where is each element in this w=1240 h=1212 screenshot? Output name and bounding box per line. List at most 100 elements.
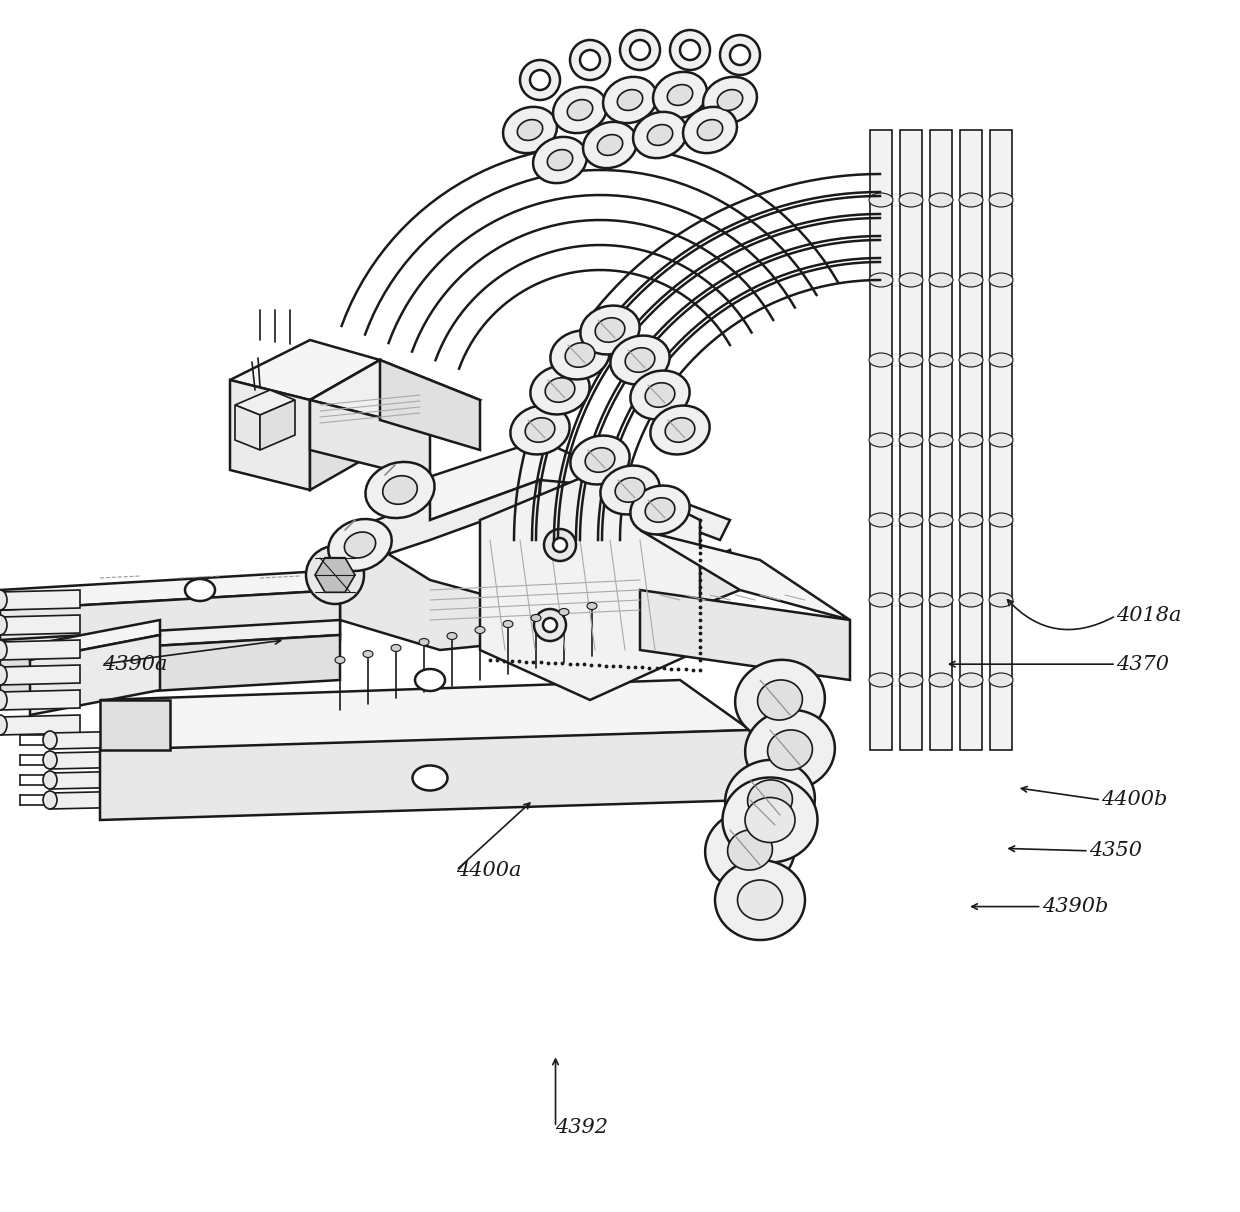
Ellipse shape bbox=[959, 273, 983, 287]
Ellipse shape bbox=[630, 40, 650, 61]
Point bbox=[502, 651, 522, 670]
Point bbox=[582, 656, 601, 675]
Ellipse shape bbox=[43, 791, 57, 808]
Ellipse shape bbox=[715, 861, 805, 941]
Ellipse shape bbox=[531, 366, 590, 415]
Ellipse shape bbox=[745, 710, 835, 790]
Polygon shape bbox=[930, 130, 952, 750]
Ellipse shape bbox=[580, 50, 600, 70]
Point bbox=[691, 571, 711, 590]
Point bbox=[691, 611, 711, 630]
Ellipse shape bbox=[43, 771, 57, 789]
Ellipse shape bbox=[345, 532, 376, 558]
Point bbox=[646, 658, 666, 678]
Ellipse shape bbox=[419, 639, 429, 646]
Point bbox=[625, 657, 645, 676]
Polygon shape bbox=[640, 590, 849, 680]
Point bbox=[610, 657, 630, 676]
Ellipse shape bbox=[959, 353, 983, 367]
Ellipse shape bbox=[990, 353, 1013, 367]
Ellipse shape bbox=[990, 273, 1013, 287]
Ellipse shape bbox=[959, 433, 983, 447]
Point bbox=[691, 584, 711, 604]
Polygon shape bbox=[0, 590, 340, 661]
Polygon shape bbox=[310, 360, 379, 490]
Point bbox=[691, 630, 711, 650]
Point bbox=[603, 656, 622, 675]
Ellipse shape bbox=[570, 435, 630, 485]
Polygon shape bbox=[0, 621, 340, 654]
Ellipse shape bbox=[990, 193, 1013, 207]
Text: 4350: 4350 bbox=[1089, 841, 1142, 861]
Ellipse shape bbox=[559, 608, 569, 616]
Point bbox=[589, 656, 609, 675]
Polygon shape bbox=[229, 341, 379, 400]
Ellipse shape bbox=[446, 633, 458, 640]
Point bbox=[640, 658, 660, 678]
Ellipse shape bbox=[899, 673, 923, 687]
Point bbox=[691, 518, 711, 537]
Polygon shape bbox=[340, 480, 539, 570]
Point bbox=[691, 558, 711, 577]
Ellipse shape bbox=[703, 76, 756, 124]
Ellipse shape bbox=[728, 830, 773, 870]
Text: 4390a: 4390a bbox=[102, 654, 167, 674]
Ellipse shape bbox=[959, 513, 983, 527]
Point bbox=[691, 564, 711, 583]
Ellipse shape bbox=[650, 406, 709, 454]
Point bbox=[691, 524, 711, 543]
Point bbox=[691, 617, 711, 636]
Ellipse shape bbox=[0, 614, 7, 635]
Point bbox=[691, 550, 711, 570]
Point bbox=[691, 544, 711, 564]
Polygon shape bbox=[315, 558, 355, 593]
Ellipse shape bbox=[329, 519, 392, 571]
Ellipse shape bbox=[600, 465, 660, 514]
Point bbox=[691, 661, 711, 680]
Ellipse shape bbox=[869, 193, 893, 207]
Ellipse shape bbox=[517, 120, 543, 141]
Polygon shape bbox=[229, 381, 310, 490]
Ellipse shape bbox=[503, 107, 557, 153]
Ellipse shape bbox=[929, 433, 954, 447]
Ellipse shape bbox=[680, 40, 701, 61]
Polygon shape bbox=[236, 390, 295, 415]
Point bbox=[691, 651, 711, 670]
Ellipse shape bbox=[899, 433, 923, 447]
Polygon shape bbox=[960, 130, 982, 750]
Point bbox=[691, 577, 711, 596]
Ellipse shape bbox=[745, 797, 795, 842]
Point bbox=[510, 652, 529, 671]
Polygon shape bbox=[30, 621, 160, 661]
Point bbox=[691, 624, 711, 644]
Ellipse shape bbox=[531, 614, 541, 622]
Ellipse shape bbox=[630, 371, 689, 419]
Ellipse shape bbox=[383, 476, 418, 504]
Ellipse shape bbox=[899, 273, 923, 287]
Point bbox=[668, 659, 688, 679]
Ellipse shape bbox=[748, 779, 792, 821]
Ellipse shape bbox=[413, 766, 448, 790]
Polygon shape bbox=[260, 400, 295, 450]
Polygon shape bbox=[310, 400, 430, 480]
Ellipse shape bbox=[645, 498, 675, 522]
Ellipse shape bbox=[391, 645, 401, 652]
Polygon shape bbox=[30, 635, 160, 715]
Ellipse shape bbox=[634, 112, 687, 158]
Ellipse shape bbox=[553, 538, 567, 551]
Point bbox=[480, 651, 500, 670]
Polygon shape bbox=[50, 771, 140, 789]
Ellipse shape bbox=[475, 627, 485, 634]
Ellipse shape bbox=[665, 418, 694, 442]
Ellipse shape bbox=[520, 61, 560, 101]
Ellipse shape bbox=[598, 135, 622, 155]
Point bbox=[546, 653, 565, 673]
Text: 4370: 4370 bbox=[1116, 654, 1169, 674]
Polygon shape bbox=[0, 690, 81, 710]
Polygon shape bbox=[50, 751, 140, 768]
Point bbox=[691, 531, 711, 550]
Point bbox=[691, 510, 711, 530]
Point bbox=[691, 537, 711, 556]
Point bbox=[632, 658, 652, 678]
Ellipse shape bbox=[630, 486, 689, 534]
